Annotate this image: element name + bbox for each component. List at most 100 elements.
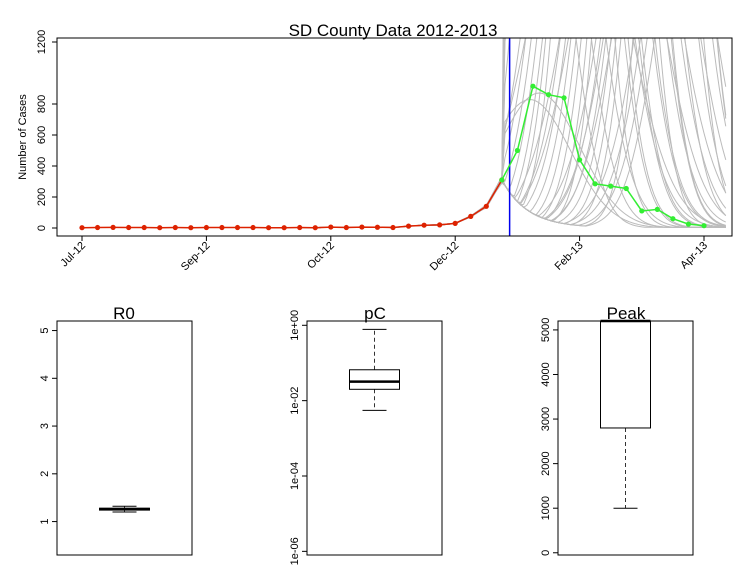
observed-fit-point: [312, 225, 318, 231]
peak-title: Peak: [607, 304, 646, 323]
pc-plot-frame: [306, 320, 443, 556]
observed-fit-point: [343, 224, 349, 231]
observed-after-point: [499, 177, 505, 183]
peak-panel: Peak 0 1000 2000 3000 4000 5000: [540, 304, 694, 556]
plot-frame: [56, 37, 733, 237]
y-tick-label: 1e-04: [289, 462, 301, 490]
observed-fit-point: [297, 224, 303, 231]
observed-fit-point: [421, 222, 427, 228]
observed-fit-point: [203, 224, 209, 231]
observed-fit-point: [468, 213, 474, 219]
main-axes: 0 200 400 600 800 1200 Jul-12 Sep-12 Oct-12 Dec-1…: [36, 30, 710, 273]
x-tick-label: Oct-12: [305, 240, 337, 272]
observed-fit-point: [359, 224, 365, 230]
observed-after-point: [608, 183, 614, 189]
y-tick-label: 200: [36, 188, 48, 206]
observed-after-point: [530, 83, 536, 89]
observed-fit-point: [172, 224, 178, 231]
observed-fit-point: [390, 224, 396, 231]
observed-fit-point: [126, 224, 132, 231]
iqr-box: [600, 320, 651, 429]
pc-title: pC: [364, 304, 386, 323]
y-tick-label: 1000: [540, 496, 552, 520]
observed-fit-point: [281, 225, 287, 231]
y-tick-label: 1: [39, 519, 51, 525]
observed-after-line: [501, 85, 705, 227]
iqr-box: [349, 369, 400, 390]
observed-fit-point: [234, 224, 241, 231]
observed-fit-line: [81, 179, 503, 229]
observed-series: [79, 83, 707, 231]
simulation-line: [299, 38, 726, 229]
y-tick-label: 3000: [540, 407, 552, 431]
observed-fit-point: [437, 222, 443, 228]
observed-after-point: [577, 157, 583, 163]
y-tick-label: 600: [36, 126, 48, 144]
x-tick-label: Apr-13: [678, 240, 710, 272]
r0-title: R0: [113, 304, 135, 323]
observed-fit-point: [250, 224, 256, 231]
main-chart-title: SD County Data 2012-2013: [289, 21, 498, 40]
observed-after-point: [623, 185, 629, 192]
y-tick-label: 0: [540, 550, 552, 556]
observed-fit-point: [405, 223, 412, 229]
simulation-line: [299, 38, 726, 229]
observed-fit-point: [188, 225, 194, 231]
r0-plot-frame: [56, 320, 193, 556]
x-tick-label: Sep-12: [179, 240, 213, 274]
observed-after-point: [592, 181, 598, 187]
observed-fit-point: [157, 225, 163, 231]
peak-boxplot: 0 1000 2000 3000 4000 5000: [540, 318, 651, 556]
time-series-panel: SD County Data 2012-2013 Number of Cases…: [17, 21, 733, 273]
y-tick-label: 2: [39, 471, 51, 477]
y-tick-label: 2000: [540, 451, 552, 475]
simulation-line: [299, 38, 726, 229]
r0-panel: R0 1 2 3 4 5: [39, 304, 193, 556]
observed-fit-point: [374, 224, 381, 230]
y-tick-label: 4: [39, 375, 51, 381]
y-tick-label: 1e-02: [289, 387, 301, 415]
observed-fit-point: [94, 224, 101, 231]
simulation-lines: [299, 38, 727, 229]
y-tick-label: 400: [36, 157, 48, 175]
observed-fit-point: [141, 224, 147, 231]
observed-fit-point: [266, 225, 272, 231]
observed-after-point: [670, 216, 676, 222]
observed-after-point: [685, 221, 692, 227]
simulation-line: [299, 38, 727, 229]
y-tick-label: 0: [36, 225, 48, 231]
observed-after-point: [514, 147, 521, 154]
x-tick-label: Dec-12: [428, 240, 462, 274]
observed-after-point: [654, 206, 660, 212]
y-tick-label: 800: [36, 95, 48, 113]
y-tick-label: 3: [39, 423, 51, 429]
y-tick-label: 5: [39, 327, 51, 333]
x-tick-label: Feb-13: [553, 240, 586, 273]
y-tick-label: 4000: [540, 362, 552, 386]
observed-after-point: [561, 95, 567, 101]
y-tick-label: 1e+00: [289, 310, 301, 341]
observed-fit-point: [79, 225, 85, 231]
x-tick-label: Jul-12: [58, 240, 88, 270]
r0-boxplot: 1 2 3 4 5: [39, 327, 150, 525]
observed-fit-point: [219, 224, 225, 231]
observed-after-point: [639, 208, 645, 214]
simulation-line: [299, 38, 726, 229]
simulation-line: [299, 92, 726, 229]
y-tick-label: 1e-06: [289, 537, 301, 565]
simulation-line: [299, 38, 726, 229]
observed-fit-point: [110, 224, 116, 230]
y-tick-label: 5000: [540, 318, 552, 342]
pc-boxplot: 1e-06 1e-04 1e-02 1e+00: [289, 310, 400, 565]
observed-after-point: [545, 92, 552, 98]
simulation-line: [299, 38, 726, 229]
y-axis-label: Number of Cases: [17, 94, 29, 180]
observed-fit-point: [328, 224, 334, 230]
observed-fit-point: [483, 203, 489, 209]
y-tick-label: 1200: [36, 30, 48, 54]
observed-after-point: [701, 223, 707, 229]
pc-panel: pC 1e-06 1e-04 1e-02 1e+00: [289, 304, 443, 565]
observed-fit-point: [452, 220, 458, 226]
simulation-line: [299, 38, 635, 229]
